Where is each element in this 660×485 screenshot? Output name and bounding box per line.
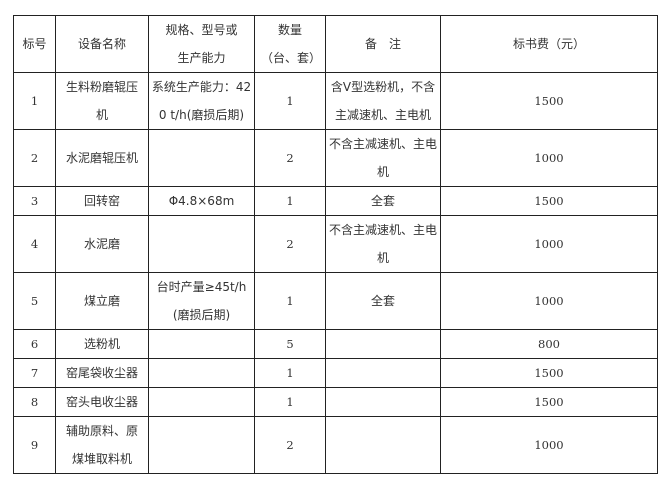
remark-cell: 含V型选粉机，不含主减速机、主电机: [325, 72, 441, 130]
spec-cell: Φ4.8×68m: [148, 186, 255, 216]
qty-cell: 2: [254, 416, 326, 474]
name-cell: 辅助原料、原煤堆取料机: [55, 416, 149, 474]
header-row: 标号 设备名称 规格、型号或生产能力 数量（台、套） 备 注 标书费（元）: [13, 15, 658, 73]
spec-cell: [148, 215, 255, 273]
remark-cell: 不含主减速机、主电机: [325, 215, 441, 273]
table-row: 7 窑尾袋收尘器 1 1500: [13, 358, 658, 388]
remark-cell: [325, 387, 441, 417]
no-cell: 5: [13, 272, 56, 330]
qty-cell: 5: [254, 329, 326, 359]
fee-cell: 800: [440, 329, 658, 359]
remark-cell: [325, 358, 441, 388]
fee-cell: 1500: [440, 358, 658, 388]
no-cell: 9: [13, 416, 56, 474]
table-row: 5 煤立磨 台时产量≥45t/h(磨损后期) 1 全套 1000: [13, 272, 658, 330]
qty-cell: 2: [254, 129, 326, 187]
no-cell: 4: [13, 215, 56, 273]
name-cell: 生料粉磨辊压机: [55, 72, 149, 130]
remark-cell: [325, 416, 441, 474]
spec-cell: 台时产量≥45t/h(磨损后期): [148, 272, 255, 330]
table-row: 9 辅助原料、原煤堆取料机 2 1000: [13, 416, 658, 474]
spec-cell: 系统生产能力：420 t/h(磨损后期): [148, 72, 255, 130]
no-cell: 1: [13, 72, 56, 130]
name-cell: 水泥磨: [55, 215, 149, 273]
header-no: 标号: [13, 15, 56, 73]
table-row: 8 窑头电收尘器 1 1500: [13, 387, 658, 417]
table-row: 4 水泥磨 2 不含主减速机、主电机 1000: [13, 215, 658, 273]
fee-cell: 1500: [440, 186, 658, 216]
table-row: 1 生料粉磨辊压机 系统生产能力：420 t/h(磨损后期) 1 含V型选粉机，不含主减…: [13, 72, 658, 130]
name-cell: 煤立磨: [55, 272, 149, 330]
header-name: 设备名称: [55, 15, 149, 73]
header-remark: 备 注: [325, 15, 441, 73]
header-spec: 规格、型号或生产能力: [148, 15, 255, 73]
no-cell: 6: [13, 329, 56, 359]
header-fee: 标书费（元）: [440, 15, 658, 73]
fee-cell: 1000: [440, 416, 658, 474]
header-qty: 数量（台、套）: [254, 15, 326, 73]
fee-cell: 1500: [440, 72, 658, 130]
fee-cell: 1000: [440, 129, 658, 187]
table-row: 2 水泥磨辊压机 2 不含主减速机、主电机 1000: [13, 129, 658, 187]
name-cell: 窑尾袋收尘器: [55, 358, 149, 388]
spec-cell: [148, 416, 255, 474]
spec-cell: [148, 358, 255, 388]
spec-cell: [148, 387, 255, 417]
name-cell: 窑头电收尘器: [55, 387, 149, 417]
qty-cell: 1: [254, 387, 326, 417]
qty-cell: 1: [254, 186, 326, 216]
remark-cell: 不含主减速机、主电机: [325, 129, 441, 187]
no-cell: 7: [13, 358, 56, 388]
fee-cell: 1000: [440, 215, 658, 273]
table-row: 6 选粉机 5 800: [13, 329, 658, 359]
spec-cell: [148, 329, 255, 359]
qty-cell: 1: [254, 358, 326, 388]
fee-cell: 1500: [440, 387, 658, 417]
qty-cell: 1: [254, 72, 326, 130]
no-cell: 8: [13, 387, 56, 417]
spec-cell: [148, 129, 255, 187]
name-cell: 水泥磨辊压机: [55, 129, 149, 187]
remark-cell: 全套: [325, 186, 441, 216]
name-cell: 回转窑: [55, 186, 149, 216]
table-row: 3 回转窑 Φ4.8×68m 1 全套 1500: [13, 186, 658, 216]
no-cell: 3: [13, 186, 56, 216]
name-cell: 选粉机: [55, 329, 149, 359]
qty-cell: 2: [254, 215, 326, 273]
remark-cell: [325, 329, 441, 359]
remark-cell: 全套: [325, 272, 441, 330]
qty-cell: 1: [254, 272, 326, 330]
fee-cell: 1000: [440, 272, 658, 330]
no-cell: 2: [13, 129, 56, 187]
